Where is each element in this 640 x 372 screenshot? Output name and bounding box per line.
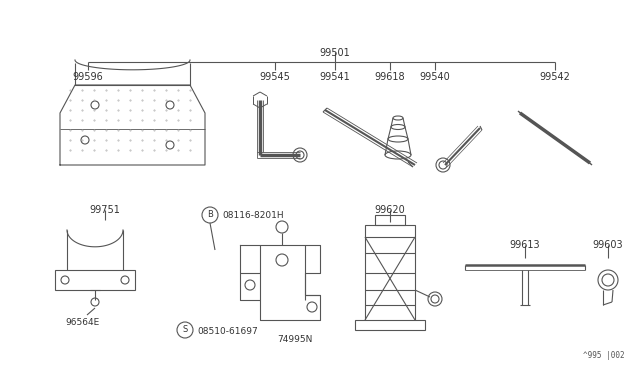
Text: 99620: 99620	[374, 205, 405, 215]
Text: 96564E: 96564E	[65, 318, 99, 327]
Bar	[55, 270, 135, 290]
Text: 99751: 99751	[90, 205, 120, 215]
Text: 99545: 99545	[260, 72, 291, 82]
Text: 99501: 99501	[319, 48, 350, 58]
Text: S: S	[182, 325, 188, 334]
Text: B: B	[207, 210, 213, 219]
Text: 99603: 99603	[593, 240, 623, 250]
Bar	[355, 320, 425, 330]
Bar	[365, 225, 415, 237]
Text: 74995N: 74995N	[277, 335, 313, 344]
Text: 99613: 99613	[509, 240, 540, 250]
Text: 99596: 99596	[72, 72, 104, 82]
Text: 99541: 99541	[319, 72, 350, 82]
Bar	[375, 215, 405, 225]
Text: 08510-61697: 08510-61697	[197, 327, 258, 336]
Text: ^995 |002: ^995 |002	[584, 351, 625, 360]
Text: 99542: 99542	[540, 72, 570, 82]
Text: 08116-8201H: 08116-8201H	[222, 212, 284, 221]
Text: 99540: 99540	[420, 72, 451, 82]
Text: 99618: 99618	[374, 72, 405, 82]
